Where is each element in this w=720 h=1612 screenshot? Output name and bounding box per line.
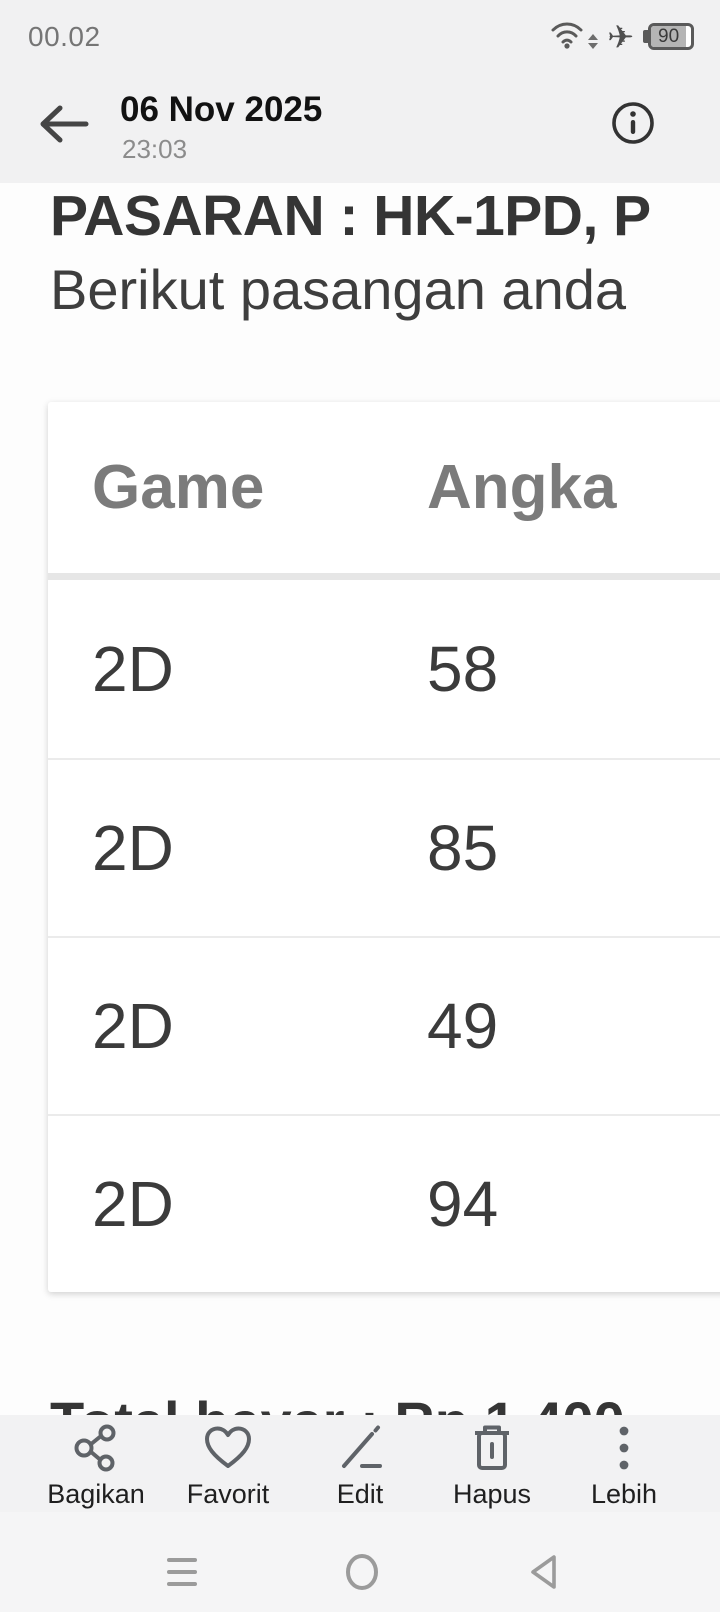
cell-game: 2D [92, 1168, 174, 1240]
back-arrow-icon[interactable] [36, 98, 92, 150]
table-header-row: Game Angka [48, 402, 720, 580]
table-row: 2D 49 [48, 936, 720, 1114]
more-button[interactable]: Lebih [564, 1423, 684, 1512]
cell-game: 2D [92, 990, 174, 1062]
delete-button[interactable]: Hapus [432, 1423, 552, 1512]
back-icon[interactable] [523, 1552, 567, 1592]
trash-icon [471, 1423, 513, 1473]
favorite-button[interactable]: Favorit [168, 1423, 288, 1512]
column-header-angka: Angka [427, 453, 617, 522]
more-label: Lebih [590, 1479, 658, 1509]
intro-line: Berikut pasangan anda [50, 258, 626, 321]
heart-icon [203, 1423, 253, 1473]
cell-angka: 94 [427, 1168, 499, 1240]
status-time: 00.02 [28, 21, 101, 52]
note-content: PASARAN : HK-1PD, P Berikut pasangan and… [0, 183, 720, 1415]
status-and-header: 00.02 ✈ 90 06 [0, 0, 720, 183]
system-nav-bar [0, 1512, 720, 1612]
page-title: 06 Nov 2025 [120, 90, 323, 129]
edit-label: Edit [336, 1479, 384, 1509]
data-updown-icon [588, 34, 599, 49]
edit-icon [336, 1423, 384, 1473]
wifi-icon [549, 18, 585, 55]
pasaran-line: PASARAN : HK-1PD, P [50, 184, 651, 248]
total-line-clipped: Total bayar : Rp 1.400 [50, 1389, 625, 1415]
cell-angka: 49 [427, 990, 499, 1062]
table-row: 2D 85 [48, 758, 720, 936]
info-icon[interactable] [610, 100, 656, 146]
battery-percent: 90 [651, 26, 687, 47]
share-label: Bagikan [47, 1479, 145, 1509]
cell-angka: 58 [427, 633, 499, 705]
share-icon [73, 1423, 119, 1473]
delete-label: Hapus [452, 1479, 532, 1509]
table-row: 2D 94 [48, 1114, 720, 1292]
table-row: 2D 58 [48, 580, 720, 758]
status-icons: ✈ 90 [549, 18, 694, 55]
cell-angka: 85 [427, 812, 499, 884]
battery-icon: 90 [643, 23, 694, 50]
favorite-label: Favorit [186, 1479, 270, 1509]
page-subtitle: 23:03 [122, 134, 188, 164]
airplane-mode-icon: ✈ [607, 17, 634, 56]
bottom-toolbar: Bagikan Favorit Edit [0, 1415, 720, 1512]
cell-game: 2D [92, 812, 174, 884]
home-icon[interactable] [340, 1552, 384, 1592]
cell-game: 2D [92, 633, 174, 705]
recents-icon[interactable] [160, 1552, 204, 1592]
share-button[interactable]: Bagikan [36, 1423, 156, 1512]
more-vertical-icon [618, 1423, 630, 1473]
bets-table: Game Angka 2D 58 2D 85 2D 49 2D 94 [48, 402, 720, 1292]
column-header-game: Game [92, 453, 265, 522]
edit-button[interactable]: Edit [300, 1423, 420, 1512]
